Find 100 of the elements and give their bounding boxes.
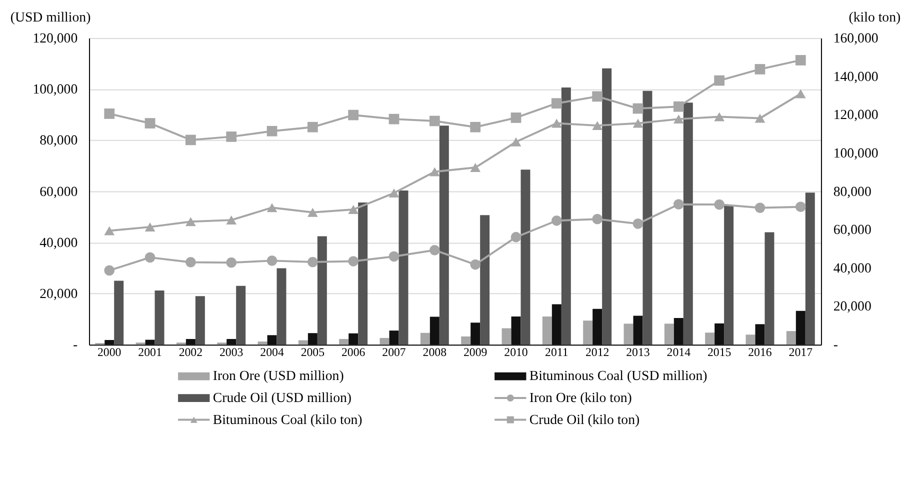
y2-tick-label: 40,000 xyxy=(833,260,872,276)
y2-tick-label: 140,000 xyxy=(833,68,878,84)
point xyxy=(754,202,766,213)
point xyxy=(795,89,806,98)
point xyxy=(348,256,359,266)
y2-tick-label: 80,000 xyxy=(833,184,872,199)
point xyxy=(714,75,725,86)
bar xyxy=(226,339,236,345)
point xyxy=(266,203,278,212)
bar xyxy=(236,286,246,345)
x-tick-label: 2013 xyxy=(626,344,650,359)
bar xyxy=(786,331,796,345)
x-tick-label: 2005 xyxy=(300,344,325,359)
point xyxy=(388,251,400,262)
bar xyxy=(298,340,308,345)
point xyxy=(226,216,237,225)
point xyxy=(104,265,115,276)
point xyxy=(510,232,522,242)
y-tick-label: 40,000 xyxy=(40,234,78,250)
x-tick-label: 2002 xyxy=(178,344,203,359)
y-axis-title: (USD million) xyxy=(10,10,91,25)
bar xyxy=(470,322,480,345)
point xyxy=(429,116,440,126)
legend-label: Crude Oil (kilo ton) xyxy=(529,412,640,427)
bar xyxy=(683,102,693,345)
bar xyxy=(764,232,774,345)
y-tick-label: - xyxy=(73,337,78,352)
point xyxy=(429,244,440,256)
point xyxy=(632,103,644,114)
point xyxy=(551,118,562,128)
point xyxy=(551,98,562,109)
x-tick-label: 2007 xyxy=(382,344,406,359)
point xyxy=(307,122,318,132)
point xyxy=(185,217,196,226)
point xyxy=(592,214,603,224)
point xyxy=(673,114,684,124)
bar xyxy=(746,334,756,345)
point xyxy=(226,257,237,268)
bar xyxy=(511,316,521,345)
point xyxy=(348,205,359,214)
x-tick-label: 2011 xyxy=(545,344,568,359)
point xyxy=(510,112,522,123)
x-tick-label: 2017 xyxy=(788,344,813,359)
y2-tick-label: 60,000 xyxy=(833,222,872,238)
point xyxy=(592,121,603,130)
bar xyxy=(348,333,358,345)
point xyxy=(754,114,766,123)
point xyxy=(754,64,766,74)
bar xyxy=(755,324,765,345)
point xyxy=(348,110,359,120)
bar xyxy=(317,236,327,345)
point xyxy=(673,199,684,210)
bar xyxy=(258,342,268,345)
bar xyxy=(276,268,286,345)
bar xyxy=(714,323,724,345)
bar xyxy=(186,339,196,345)
point xyxy=(388,114,400,124)
bar xyxy=(624,324,634,345)
point xyxy=(307,208,318,217)
bar xyxy=(520,170,530,345)
y-tick-label: 100,000 xyxy=(32,82,78,97)
x-tick-label: 2012 xyxy=(585,344,610,359)
bar xyxy=(439,126,449,345)
bar xyxy=(358,202,368,345)
point xyxy=(632,118,644,128)
point xyxy=(470,259,481,270)
bar xyxy=(154,290,164,345)
bar xyxy=(398,190,408,345)
x-tick-label: 2016 xyxy=(748,344,772,359)
legend-label: Bituminous Coal (USD million) xyxy=(529,368,708,384)
point xyxy=(104,226,115,236)
bar xyxy=(380,338,390,345)
bar xyxy=(308,333,318,345)
bar xyxy=(664,324,674,345)
legend-label: Crude Oil (USD million) xyxy=(212,390,352,405)
bar xyxy=(583,320,593,345)
bar xyxy=(633,316,643,345)
point xyxy=(226,132,237,142)
y2-tick-label: 120,000 xyxy=(833,107,878,122)
point xyxy=(144,252,156,263)
bar xyxy=(796,310,806,345)
x-tick-label: 2000 xyxy=(97,344,122,359)
point xyxy=(795,55,806,66)
y2-tick-label: 160,000 xyxy=(833,30,878,46)
bar xyxy=(724,206,734,345)
x-tick-label: 2014 xyxy=(666,344,691,359)
point xyxy=(144,118,156,128)
point xyxy=(104,108,115,119)
bar xyxy=(461,336,471,345)
point xyxy=(551,215,562,226)
y2-tick-label: 20,000 xyxy=(833,298,872,314)
bar xyxy=(561,88,571,345)
bar xyxy=(480,215,490,345)
legend-label: Bituminous Coal (kilo ton) xyxy=(212,412,362,427)
x-tick-label: 2008 xyxy=(422,344,447,359)
x-tick-label: 2015 xyxy=(707,344,732,359)
legend-label: Iron Ore (USD million) xyxy=(212,368,344,384)
y2-axis-title: (kilo ton) xyxy=(848,10,901,25)
y2-tick-label: - xyxy=(833,337,838,352)
bar xyxy=(552,304,562,345)
